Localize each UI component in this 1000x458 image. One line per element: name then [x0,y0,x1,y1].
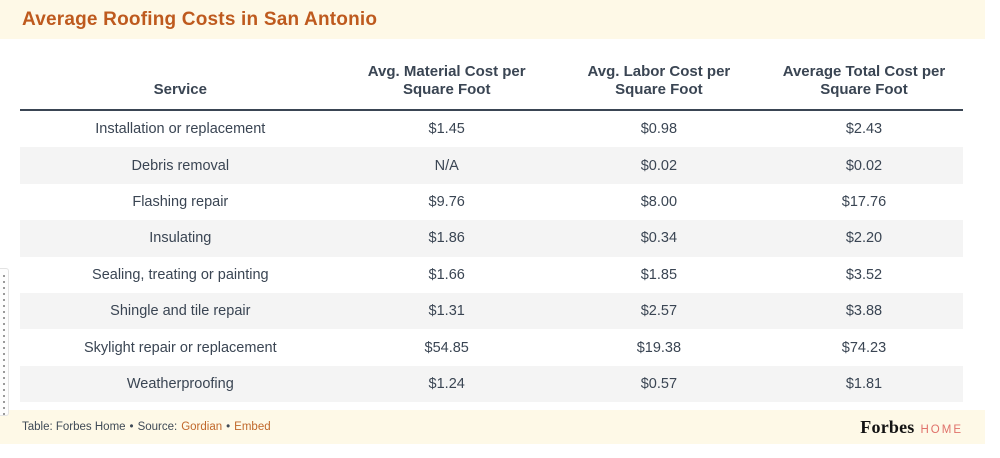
title-bar: Average Roofing Costs in San Antonio [0,0,985,39]
service-cell: Sealing, treating or painting [92,266,269,283]
service-cell: Shingle and tile repair [110,303,251,320]
column-header-labor-cost: Avg. Labor Cost per Square Foot [587,62,731,99]
table-header-row: Service Avg. Material Cost per Square Fo… [20,53,963,111]
table-row: Weatherproofing $1.24 $0.57 $1.81 [20,365,963,403]
labor-cost-cell: $0.98 [640,121,678,138]
page-title: Average Roofing Costs in San Antonio [22,8,378,30]
column-header-service: Service [153,81,207,99]
material-cost-cell: $9.76 [428,193,465,210]
service-cell: Weatherproofing [126,375,234,392]
labor-cost-cell: $0.34 [640,230,678,247]
material-cost-cell: $1.66 [428,266,465,283]
table-body: Installation or replacement $1.45 $0.98 … [20,111,963,403]
source-label: Source: [137,421,178,434]
column-header-total-cost: Average Total Cost per Square Foot [782,62,946,99]
total-cost-cell: $2.43 [845,121,883,138]
home-logo-text: HOME [920,423,963,436]
table-row: Insulating $1.86 $0.34 $2.20 [20,220,963,257]
service-cell: Skylight repair or replacement [83,339,277,356]
material-cost-cell: $1.86 [428,230,465,247]
bullet-separator: • [226,421,231,434]
table-container: Service Avg. Material Cost per Square Fo… [0,39,985,403]
labor-cost-cell: $2.57 [640,303,678,320]
service-cell: Installation or replacement [95,121,266,138]
footer-bar: Table: Forbes Home • Source: Gordian • E… [0,410,985,445]
table-row: Installation or replacement $1.45 $0.98 … [20,111,963,147]
attribution-prefix: Table: Forbes Home [22,421,126,434]
material-cost-cell: $54.85 [424,339,469,356]
total-cost-cell: $1.81 [845,375,883,392]
total-cost-cell: $74.23 [841,339,887,356]
material-cost-cell: $1.31 [428,303,465,320]
total-cost-cell: $3.88 [845,303,883,320]
total-cost-cell: $0.02 [845,157,883,174]
table-row: Skylight repair or replacement $54.85 $1… [20,329,963,365]
labor-cost-cell: $0.57 [640,375,678,392]
labor-cost-cell: $1.85 [640,266,678,283]
embed-link[interactable]: Embed [234,421,271,434]
table-row: Shingle and tile repair $1.31 $2.57 $3.8… [20,292,963,330]
column-header-material-cost: Avg. Material Cost per Square Foot [367,62,526,99]
forbes-logo-text: Forbes [860,416,915,437]
labor-cost-cell: $0.02 [640,157,678,174]
labor-cost-cell: $19.38 [636,339,682,356]
roofing-costs-table-widget: Average Roofing Costs in San Antonio Ser… [0,0,985,445]
source-link[interactable]: Gordian [181,421,223,434]
attribution: Table: Forbes Home • Source: Gordian • E… [22,421,271,433]
service-cell: Insulating [149,230,212,247]
material-cost-cell: N/A [434,157,459,174]
service-cell: Debris removal [131,157,230,174]
table-row: Sealing, treating or painting $1.66 $1.8… [20,257,963,293]
total-cost-cell: $2.20 [845,230,883,247]
total-cost-cell: $3.52 [845,266,883,283]
service-cell: Flashing repair [132,193,229,210]
total-cost-cell: $17.76 [841,193,887,210]
forbes-home-logo: Forbes HOME [860,417,963,438]
left-scrollbar-artifact [0,268,9,416]
material-cost-cell: $1.24 [428,375,465,392]
material-cost-cell: $1.45 [428,121,465,138]
table-row: Flashing repair $9.76 $8.00 $17.76 [20,184,963,220]
labor-cost-cell: $8.00 [640,193,678,210]
bullet-separator: • [129,421,134,434]
table-row: Debris removal N/A $0.02 $0.02 [20,147,963,184]
